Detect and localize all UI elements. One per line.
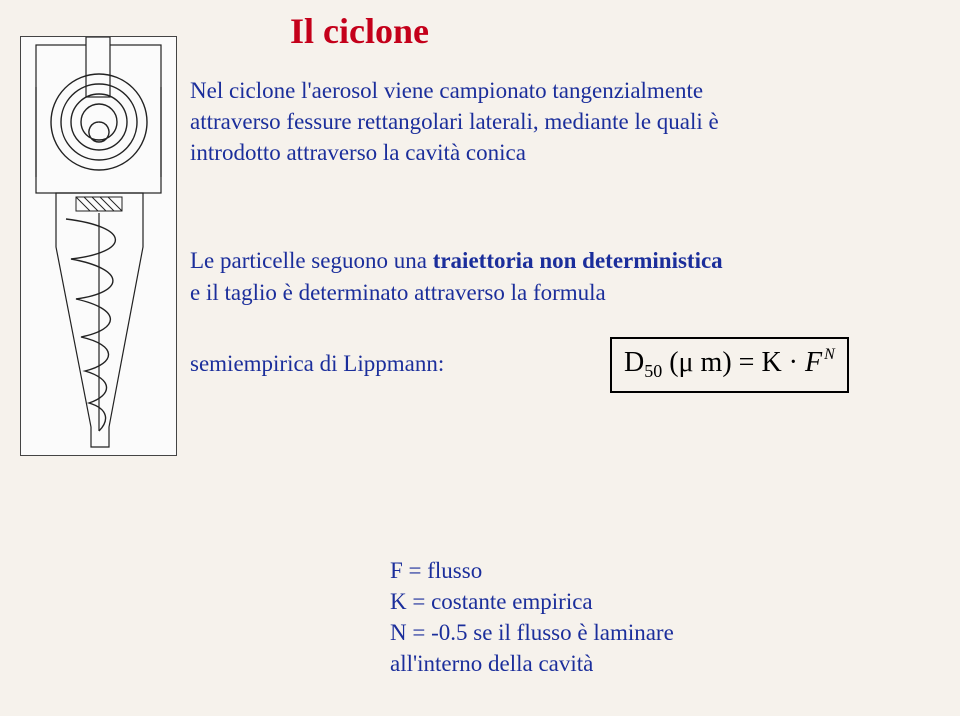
cyclone-svg: [21, 37, 176, 455]
formula-box: D50 (μ m) = K · FN: [610, 337, 849, 392]
intro-line-3: introdotto attraverso la cavità conica: [190, 140, 526, 165]
body-paragraph: Le particelle seguono una traiettoria no…: [190, 245, 910, 393]
intro-line-2: attraverso fessure rettangolari laterali…: [190, 109, 719, 134]
formula-paren-open: (: [669, 347, 678, 378]
body-line2: e il taglio è determinato attraverso la …: [190, 280, 606, 305]
formula-F: F: [805, 347, 822, 378]
formula-sub50: 50: [644, 361, 662, 381]
formula-D: D: [624, 347, 644, 378]
body-emph: traiettoria non deterministica: [433, 248, 723, 273]
body-line3: semiempirica di Lippmann:: [190, 351, 444, 376]
formula-exp: N: [824, 346, 835, 363]
cyclone-figure: [20, 36, 177, 456]
intro-line-1: Nel ciclone l'aerosol viene campionato t…: [190, 78, 703, 103]
def-N2: all'interno della cavità: [390, 651, 593, 676]
formula-unit: μ m: [679, 347, 723, 378]
def-N: N = -0.5 se il flusso è laminare: [390, 620, 674, 645]
intro-paragraph: Nel ciclone l'aerosol viene campionato t…: [190, 75, 910, 168]
def-K: K = costante empirica: [390, 589, 593, 614]
formula-paren-close: ): [722, 347, 731, 378]
body-line1-a: Le particelle seguono una: [190, 248, 433, 273]
definitions: F = flusso K = costante empirica N = -0.…: [390, 555, 890, 679]
page-title: Il ciclone: [290, 10, 429, 52]
formula-eq: = K ·: [732, 347, 805, 378]
def-F: F = flusso: [390, 558, 482, 583]
